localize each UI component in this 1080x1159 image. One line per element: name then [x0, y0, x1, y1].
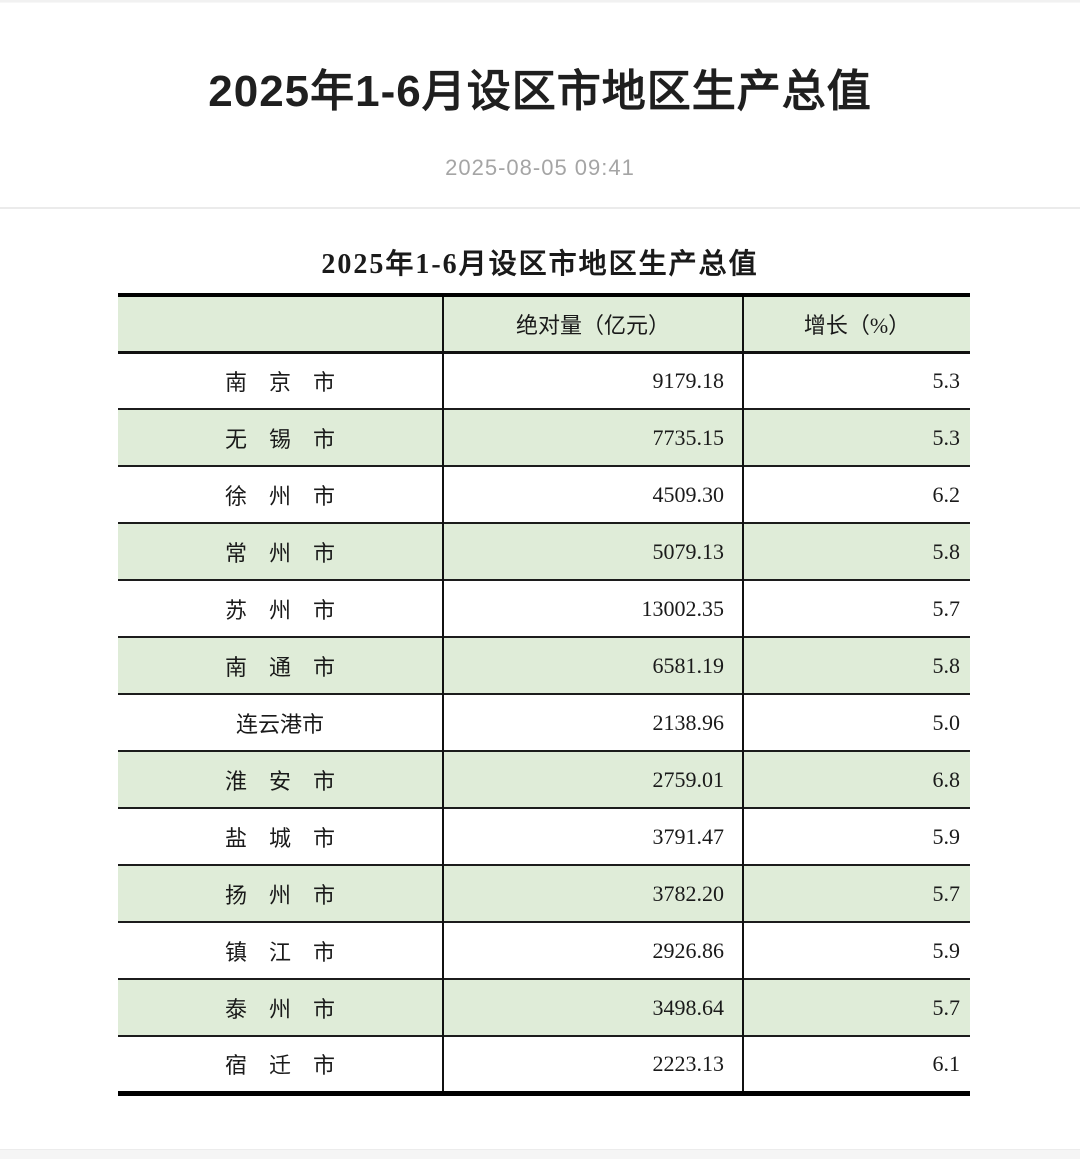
city-cell: 南 通 市 — [118, 637, 444, 694]
city-cell: 淮 安 市 — [118, 751, 444, 808]
table-title: 2025年1-6月设区市地区生产总值 — [321, 249, 759, 280]
growth-cell: 6.2 — [932, 481, 961, 507]
table-row: 扬 州 市 3782.20 5.7 — [118, 865, 970, 922]
value-cell: 6581.19 — [443, 637, 744, 694]
growth-cell: 6.1 — [932, 1050, 961, 1076]
value-cell: 2759.01 — [443, 751, 744, 808]
col-header-growth: 增长（%） — [803, 312, 911, 338]
city-cell: 徐 州 市 — [118, 466, 444, 523]
table-row: 南 京 市 9179.18 5.3 — [118, 352, 970, 409]
city-cell: 南 京 市 — [118, 352, 444, 409]
city-cell: 泰 州 市 — [118, 979, 444, 1036]
table-row: 盐 城 市 3791.47 5.9 — [118, 808, 970, 865]
city-cell: 无 锡 市 — [118, 409, 444, 466]
value-cell: 3782.20 — [443, 865, 744, 922]
section-divider — [0, 207, 1080, 209]
city-cell: 盐 城 市 — [118, 808, 444, 865]
table-body: 南 京 市 9179.18 5.3 无 锡 市 7735.15 5.3 徐 州 … — [118, 352, 970, 1093]
page-title: 2025年1-6月设区市地区生产总值 — [208, 67, 872, 116]
table-section: 2025年1-6月设区市地区生产总值 绝对量（亿元） 增长（%） 南 京 市 9… — [0, 209, 1080, 1096]
value-cell: 9179.18 — [443, 352, 744, 409]
value-cell: 3791.47 — [443, 808, 744, 865]
growth-cell: 5.7 — [932, 994, 961, 1020]
article-header: 2025年1-6月设区市地区生产总值 2025-08-05 09:41 — [0, 3, 1080, 207]
gdp-table: 绝对量（亿元） 增长（%） 南 京 市 9179.18 5.3 无 锡 市 77… — [118, 293, 970, 1096]
header-row: 绝对量（亿元） 增长（%） — [118, 295, 970, 352]
growth-cell: 5.9 — [932, 937, 961, 963]
city-cell: 苏 州 市 — [118, 580, 444, 637]
city-cell: 连云港市 — [118, 694, 444, 751]
city-cell: 镇 江 市 — [118, 922, 444, 979]
table-row: 宿 迁 市 2223.13 6.1 — [118, 1036, 970, 1093]
growth-cell: 5.8 — [932, 538, 961, 564]
bottom-edge-strip — [0, 1149, 1080, 1159]
city-cell: 常 州 市 — [118, 523, 444, 580]
table-row: 镇 江 市 2926.86 5.9 — [118, 922, 970, 979]
table-row: 常 州 市 5079.13 5.8 — [118, 523, 970, 580]
growth-cell: 5.7 — [932, 595, 961, 621]
value-cell: 3498.64 — [443, 979, 744, 1036]
col-header-city — [118, 295, 444, 352]
value-cell: 13002.35 — [443, 580, 744, 637]
value-cell: 2138.96 — [443, 694, 744, 751]
value-cell: 2926.86 — [443, 922, 744, 979]
table-row: 南 通 市 6581.19 5.8 — [118, 637, 970, 694]
growth-cell: 5.3 — [932, 367, 961, 393]
value-cell: 5079.13 — [443, 523, 744, 580]
growth-cell: 5.0 — [932, 709, 961, 735]
table-row: 连云港市 2138.96 5.0 — [118, 694, 970, 751]
value-cell: 4509.30 — [443, 466, 744, 523]
value-cell: 7735.15 — [443, 409, 744, 466]
col-header-absolute: 绝对量（亿元） — [443, 295, 744, 352]
growth-cell: 5.3 — [932, 424, 961, 450]
table-row: 苏 州 市 13002.35 5.7 — [118, 580, 970, 637]
growth-cell: 6.8 — [932, 766, 961, 792]
table-row: 淮 安 市 2759.01 6.8 — [118, 751, 970, 808]
publish-date: 2025-08-05 09:41 — [445, 155, 635, 180]
top-edge-strip — [0, 0, 1080, 3]
table-row: 泰 州 市 3498.64 5.7 — [118, 979, 970, 1036]
city-cell: 宿 迁 市 — [118, 1036, 444, 1093]
growth-cell: 5.9 — [932, 823, 961, 849]
city-cell: 扬 州 市 — [118, 865, 444, 922]
table-row: 无 锡 市 7735.15 5.3 — [118, 409, 970, 466]
table-header: 绝对量（亿元） 增长（%） — [118, 295, 970, 352]
growth-cell: 5.7 — [932, 880, 961, 906]
value-cell: 2223.13 — [443, 1036, 744, 1093]
table-row: 徐 州 市 4509.30 6.2 — [118, 466, 970, 523]
growth-cell: 5.8 — [932, 652, 961, 678]
